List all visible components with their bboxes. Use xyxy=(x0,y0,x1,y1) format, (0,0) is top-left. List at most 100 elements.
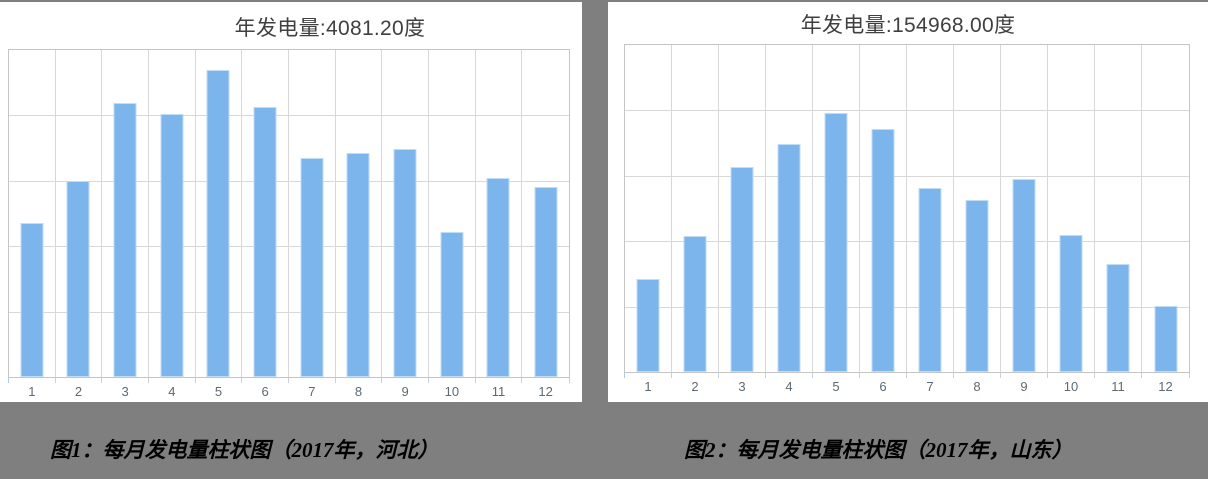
bar-month-9[interactable] xyxy=(1012,178,1036,372)
month-column: 2 xyxy=(56,50,103,399)
axis-tick xyxy=(427,378,429,383)
bar-month-6[interactable] xyxy=(253,106,277,377)
horizontal-gridline xyxy=(9,115,569,117)
bar-month-8[interactable] xyxy=(965,199,989,372)
axis-tick xyxy=(718,373,719,378)
x-tick-label-month-7: 7 xyxy=(308,384,316,399)
bar-month-10[interactable] xyxy=(440,232,464,377)
horizontal-gridline xyxy=(9,311,569,313)
month-column: 2 xyxy=(672,45,719,394)
bar-month-2[interactable] xyxy=(683,235,707,372)
x-tick-label-month-2: 2 xyxy=(691,379,699,394)
x-tick-label-month-12: 12 xyxy=(1158,379,1173,394)
x-tick-label-month-12: 12 xyxy=(538,384,553,399)
x-tick-label-month-2: 2 xyxy=(74,384,83,399)
axis-tick xyxy=(671,373,672,378)
month-column: 6 xyxy=(860,45,907,394)
axis-tick xyxy=(1141,373,1142,378)
axis-tick xyxy=(474,378,476,383)
x-tick-label-month-6: 6 xyxy=(261,384,269,399)
month-column: 3 xyxy=(719,45,766,394)
axis-tick xyxy=(194,378,196,383)
month-column: 11 xyxy=(476,50,523,399)
bar-month-11[interactable] xyxy=(486,177,510,377)
month-column: 6 xyxy=(242,50,289,399)
axis-tick xyxy=(1000,373,1001,378)
plot-area-shandong: 1 2 3 4 5 6 7 8 9 10 11 12 xyxy=(624,44,1190,394)
bar-month-5[interactable] xyxy=(206,70,230,377)
axis-tick xyxy=(624,373,625,378)
axis-tick xyxy=(54,378,56,383)
axis-tick xyxy=(906,373,907,378)
axis-tick xyxy=(334,378,336,383)
bar-month-2[interactable] xyxy=(66,180,90,377)
axis-tick xyxy=(859,373,860,378)
month-column: 5 xyxy=(813,45,860,394)
x-tick-label-month-7: 7 xyxy=(926,379,934,394)
x-tick-label-month-6: 6 xyxy=(879,379,887,394)
x-tick-label-month-4: 4 xyxy=(168,384,176,399)
month-column: 3 xyxy=(102,50,149,399)
horizontal-gridline xyxy=(625,110,1189,112)
axis-tick xyxy=(568,378,570,383)
month-column: 8 xyxy=(954,45,1001,394)
x-tick-label-month-1: 1 xyxy=(28,384,36,399)
bar-month-4[interactable] xyxy=(777,143,801,372)
horizontal-gridline xyxy=(625,175,1189,177)
bar-month-10[interactable] xyxy=(1059,234,1083,372)
figure2-caption: 图2：每月发电量柱状图（2017年，山东） xyxy=(684,438,1073,462)
month-column: 12 xyxy=(1142,45,1190,394)
x-tick-label-month-11: 11 xyxy=(491,384,506,399)
bar-month-4[interactable] xyxy=(160,114,184,377)
x-tick-label-month-4: 4 xyxy=(785,379,793,394)
axis-tick xyxy=(812,373,813,378)
bar-month-5[interactable] xyxy=(824,112,848,372)
month-column: 1 xyxy=(625,45,672,394)
bar-month-12[interactable] xyxy=(1154,305,1177,372)
bar-month-7[interactable] xyxy=(300,157,324,377)
month-column: 4 xyxy=(766,45,813,394)
bar-month-1[interactable] xyxy=(636,278,660,372)
x-tick-label-month-5: 5 xyxy=(214,384,223,399)
bar-month-11[interactable] xyxy=(1106,263,1130,372)
x-tick-label-month-9: 9 xyxy=(401,384,409,399)
x-tick-label-month-9: 9 xyxy=(1020,379,1028,394)
month-column: 7 xyxy=(907,45,954,394)
axis-tick xyxy=(381,378,383,383)
month-column: 4 xyxy=(149,50,196,399)
bar-month-8[interactable] xyxy=(346,153,370,377)
horizontal-gridline xyxy=(625,306,1189,308)
month-column: 9 xyxy=(382,50,429,399)
x-tick-label-month-10: 10 xyxy=(1063,379,1079,394)
bar-month-3[interactable] xyxy=(730,166,754,372)
bar-month-12[interactable] xyxy=(534,187,558,377)
month-column: 11 xyxy=(1095,45,1142,394)
axis-tick xyxy=(765,373,766,378)
axis-tick xyxy=(521,378,523,383)
x-tick-label-month-3: 3 xyxy=(738,379,746,394)
x-tick-label-month-1: 1 xyxy=(644,379,652,394)
month-column: 1 xyxy=(9,50,56,399)
bar-month-6[interactable] xyxy=(871,128,895,372)
axis-tick xyxy=(1094,373,1095,378)
axis-tick xyxy=(241,378,243,383)
bar-month-7[interactable] xyxy=(918,187,942,372)
plot-area-hebei: 1 2 3 4 5 6 7 8 9 10 11 12 xyxy=(8,49,570,399)
figure1-caption: 图1：每月发电量柱状图（2017年，河北） xyxy=(50,438,439,462)
month-column: 10 xyxy=(1048,45,1095,394)
month-column: 10 xyxy=(429,50,476,399)
bar-month-3[interactable] xyxy=(113,102,137,377)
chart-card-hebei: 年发电量:4081.20度 1 2 3 4 5 6 7 8 9 10 11 12 xyxy=(0,2,582,402)
chart-title-annual-total-hebei: 年发电量:4081.20度 xyxy=(234,17,426,40)
bar-month-1[interactable] xyxy=(20,222,44,377)
month-column: 5 xyxy=(196,50,243,399)
x-tick-label-month-11: 11 xyxy=(1111,379,1125,394)
axis-tick xyxy=(1189,373,1190,378)
x-tick-label-month-5: 5 xyxy=(832,379,840,394)
axis-tick xyxy=(8,378,9,383)
chart-title-annual-total-shandong: 年发电量:154968.00度 xyxy=(800,14,1016,37)
month-column: 9 xyxy=(1001,45,1048,394)
axis-tick xyxy=(147,378,149,383)
bar-month-9[interactable] xyxy=(393,148,417,377)
